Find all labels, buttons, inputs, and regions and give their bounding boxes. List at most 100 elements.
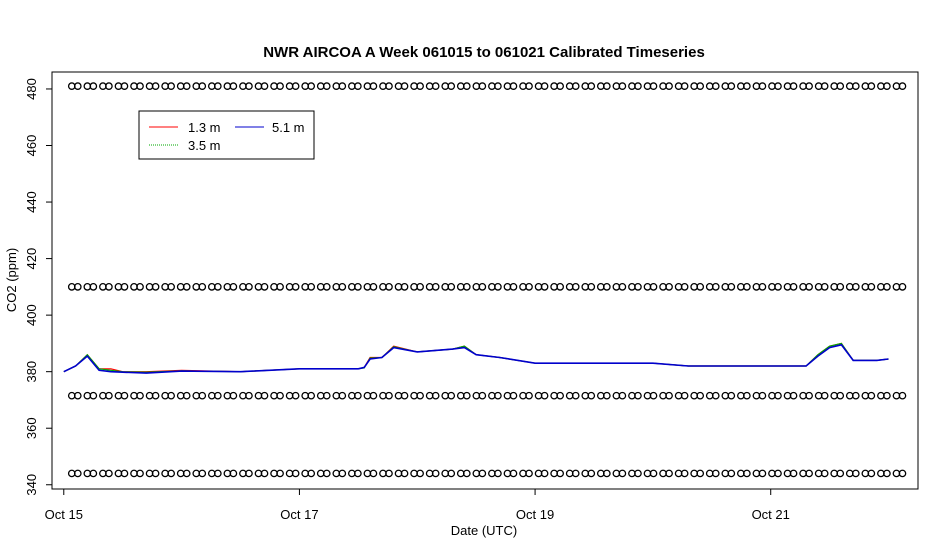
x-axis-label: Date (UTC) bbox=[451, 523, 517, 538]
reference-point-row1-10b bbox=[229, 283, 238, 291]
reference-point-row0-43b bbox=[743, 82, 751, 90]
reference-point-row3-13b bbox=[276, 469, 284, 478]
reference-point-row3-17b bbox=[338, 469, 347, 478]
reference-point-row1-18b bbox=[354, 283, 362, 291]
reference-point-row3-32b bbox=[571, 469, 580, 478]
reference-point-row1-31b bbox=[556, 283, 564, 291]
reference-point-row1-13b bbox=[276, 283, 284, 291]
reference-point-row2-21b bbox=[400, 391, 409, 400]
reference-point-row0-31b bbox=[556, 82, 564, 90]
reference-point-row0-3b bbox=[120, 82, 129, 90]
reference-point-row0-27b bbox=[494, 82, 502, 90]
reference-point-row1-20b bbox=[385, 283, 393, 291]
reference-point-row2-17b bbox=[338, 391, 347, 400]
reference-point-row1-29b bbox=[525, 283, 533, 291]
reference-point-row0-44b bbox=[758, 82, 767, 90]
reference-point-row2-47b bbox=[805, 391, 813, 400]
reference-point-row1-3b bbox=[120, 283, 129, 291]
reference-point-row2-3b bbox=[120, 391, 129, 400]
reference-point-row3-12b bbox=[260, 469, 269, 478]
reference-point-row3-24b bbox=[447, 469, 456, 478]
reference-point-row3-38b bbox=[665, 469, 673, 478]
y-axis: 340 360 380 400 420 440 460 480 bbox=[24, 78, 52, 496]
reference-point-row2-35b bbox=[618, 391, 627, 400]
reference-point-row3-37b bbox=[649, 469, 658, 478]
series-line-1-3-m bbox=[63, 342, 889, 373]
reference-point-row3-27b bbox=[494, 469, 502, 478]
reference-point-row3-36b bbox=[634, 469, 642, 478]
reference-point-row2-42b bbox=[727, 391, 736, 400]
reference-point-row1-37b bbox=[649, 283, 658, 291]
reference-point-row0-22b bbox=[416, 82, 424, 90]
reference-point-row1-40b bbox=[696, 283, 705, 291]
reference-point-row0-50b bbox=[851, 82, 860, 90]
reference-point-row0-36b bbox=[634, 82, 642, 90]
reference-point-row3-30b bbox=[540, 469, 549, 478]
reference-point-row1-0b bbox=[73, 283, 82, 291]
y-tick-label-440: 440 bbox=[24, 191, 39, 213]
legend-label-1-3m: 1.3 m bbox=[188, 120, 221, 135]
reference-point-row3-20b bbox=[385, 469, 393, 478]
reference-point-row3-6b bbox=[167, 469, 175, 478]
reference-point-row0-49b bbox=[836, 82, 845, 90]
reference-point-row2-19b bbox=[369, 391, 378, 400]
reference-point-row0-48b bbox=[820, 82, 829, 90]
reference-point-row1-28b bbox=[509, 283, 518, 291]
reference-point-row2-36b bbox=[634, 391, 642, 400]
reference-point-row3-51b bbox=[867, 469, 876, 478]
reference-point-row2-16b bbox=[322, 391, 331, 400]
y-tick-label-380: 380 bbox=[24, 361, 39, 383]
x-axis: Oct 15 Oct 17 Oct 19 Oct 21 bbox=[45, 489, 790, 522]
reference-point-row0-15b bbox=[307, 82, 316, 90]
reference-point-row0-34b bbox=[602, 82, 611, 90]
plot-area bbox=[51, 71, 919, 490]
reference-point-row0-46b bbox=[789, 82, 798, 90]
reference-point-row1-7b bbox=[182, 283, 191, 291]
reference-point-row1-4b bbox=[136, 283, 144, 291]
reference-point-row0-25b bbox=[462, 82, 471, 90]
reference-point-row0-35b bbox=[618, 82, 627, 90]
reference-point-row0-42b bbox=[727, 82, 736, 90]
y-tick-label-480: 480 bbox=[24, 78, 39, 100]
reference-point-row2-0b bbox=[73, 391, 82, 400]
x-tick-label-1: Oct 17 bbox=[280, 507, 318, 522]
reference-point-row1-36b bbox=[634, 283, 642, 291]
reference-point-row2-25b bbox=[462, 391, 471, 400]
reference-point-row3-23b bbox=[431, 469, 440, 478]
reference-point-row1-15b bbox=[307, 283, 316, 291]
reference-point-row2-27b bbox=[494, 391, 502, 400]
reference-point-row2-50b bbox=[851, 391, 860, 400]
reference-point-row3-52b bbox=[883, 469, 891, 478]
reference-point-row3-42b bbox=[727, 469, 736, 478]
reference-point-row1-9b bbox=[213, 283, 222, 291]
reference-point-row0-5b bbox=[151, 82, 160, 90]
reference-point-row1-11b bbox=[245, 283, 253, 291]
reference-point-row2-10b bbox=[229, 391, 238, 400]
reference-point-row2-14b bbox=[291, 391, 300, 400]
reference-point-row3-22b bbox=[416, 469, 424, 478]
reference-point-row2-7b bbox=[182, 391, 191, 400]
reference-point-row0-40b bbox=[696, 82, 705, 90]
reference-point-row3-39b bbox=[680, 469, 689, 478]
reference-point-row0-7b bbox=[182, 82, 191, 90]
y-tick-label-460: 460 bbox=[24, 135, 39, 157]
reference-point-row2-15b bbox=[307, 391, 316, 400]
reference-point-row2-44b bbox=[758, 391, 767, 400]
reference-point-row3-0b bbox=[73, 469, 82, 478]
reference-point-row2-31b bbox=[556, 391, 564, 400]
reference-point-row3-19b bbox=[369, 469, 378, 478]
reference-point-row3-3b bbox=[120, 469, 129, 478]
reference-point-row1-17b bbox=[338, 283, 347, 291]
reference-point-row3-7b bbox=[182, 469, 191, 478]
reference-point-row2-38b bbox=[665, 391, 673, 400]
reference-point-row0-0b bbox=[73, 82, 82, 90]
reference-point-row0-30b bbox=[540, 82, 549, 90]
reference-point-row0-13b bbox=[276, 82, 284, 90]
reference-point-row2-13b bbox=[276, 391, 284, 400]
reference-point-row2-8b bbox=[198, 391, 207, 400]
reference-point-row0-21b bbox=[400, 82, 409, 90]
reference-point-row0-20b bbox=[385, 82, 393, 90]
reference-point-row1-26b bbox=[478, 283, 487, 291]
reference-point-row1-39b bbox=[680, 283, 689, 291]
reference-point-row2-51b bbox=[867, 391, 876, 400]
